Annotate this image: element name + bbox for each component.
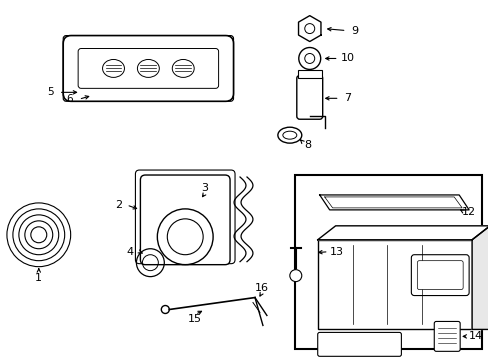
Text: 6: 6 — [66, 94, 73, 104]
FancyBboxPatch shape — [433, 321, 459, 351]
Text: 11: 11 — [354, 342, 368, 352]
Ellipse shape — [102, 59, 124, 77]
Text: 5: 5 — [47, 87, 54, 97]
Text: 15: 15 — [188, 314, 202, 324]
Polygon shape — [319, 195, 468, 210]
FancyBboxPatch shape — [416, 261, 462, 289]
Circle shape — [298, 48, 320, 69]
Text: 7: 7 — [344, 93, 350, 103]
Circle shape — [289, 270, 301, 282]
Polygon shape — [471, 226, 488, 329]
Text: 9: 9 — [350, 26, 357, 36]
Ellipse shape — [277, 127, 301, 143]
Ellipse shape — [137, 59, 159, 77]
FancyBboxPatch shape — [78, 49, 218, 88]
Bar — [317, 240, 471, 329]
Text: 16: 16 — [254, 283, 268, 293]
Bar — [297, 71, 321, 78]
Text: 4: 4 — [126, 247, 134, 257]
Text: 1: 1 — [35, 273, 42, 283]
Text: 3: 3 — [201, 183, 208, 193]
Bar — [294, 175, 481, 349]
Polygon shape — [317, 226, 488, 240]
FancyBboxPatch shape — [410, 255, 468, 296]
Circle shape — [304, 54, 314, 63]
Text: 14: 14 — [468, 332, 482, 341]
Text: 10: 10 — [340, 54, 354, 63]
Ellipse shape — [282, 131, 296, 139]
FancyBboxPatch shape — [317, 332, 401, 356]
Text: 8: 8 — [304, 140, 311, 150]
Polygon shape — [298, 15, 320, 41]
FancyBboxPatch shape — [140, 175, 229, 265]
Ellipse shape — [172, 59, 194, 77]
FancyBboxPatch shape — [63, 36, 233, 101]
Circle shape — [304, 24, 314, 33]
Text: 2: 2 — [115, 200, 122, 210]
Text: 12: 12 — [461, 207, 475, 217]
FancyBboxPatch shape — [296, 75, 322, 119]
Text: 13: 13 — [329, 247, 343, 257]
Circle shape — [161, 306, 169, 314]
